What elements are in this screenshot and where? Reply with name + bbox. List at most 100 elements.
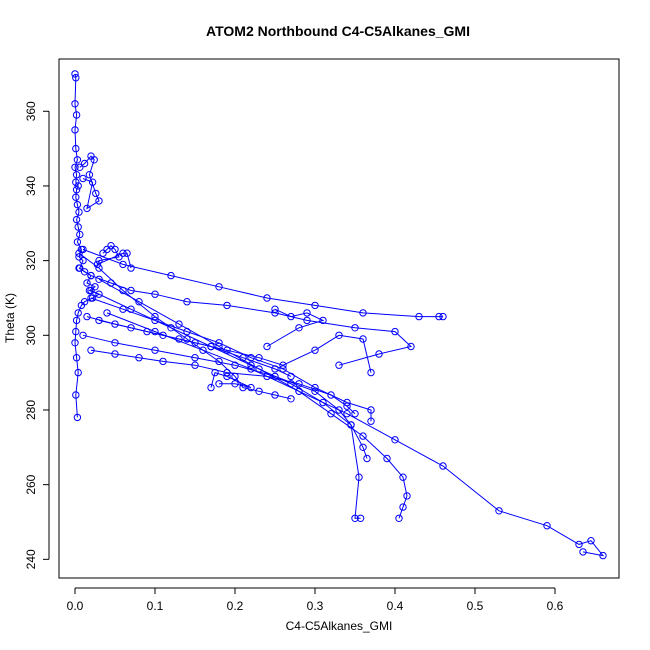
data-point — [88, 178, 97, 186]
data-point — [85, 171, 94, 179]
data-point — [151, 312, 159, 321]
data-point — [95, 256, 103, 265]
data-point — [355, 473, 363, 481]
data-point — [295, 380, 303, 388]
data-point — [279, 361, 287, 369]
data-point — [75, 208, 83, 216]
data-point — [73, 238, 82, 246]
data-point — [287, 395, 295, 403]
data-point — [375, 350, 383, 358]
data-point — [119, 260, 127, 269]
data-point — [247, 354, 255, 362]
data-point — [215, 339, 223, 347]
data-point — [223, 372, 231, 381]
data-point — [79, 256, 87, 265]
data-point — [76, 163, 84, 172]
data-point — [359, 335, 367, 343]
data-point — [95, 197, 103, 205]
data-point — [271, 309, 279, 317]
data-point — [79, 174, 87, 183]
data-point — [239, 354, 247, 362]
series-line-14 — [96, 245, 132, 269]
data-point — [83, 312, 91, 321]
data-point — [72, 316, 81, 325]
x-axis-label: C4-C5Alkanes_GMI — [286, 619, 393, 633]
data-point — [80, 159, 89, 168]
data-point — [151, 346, 159, 354]
data-point — [99, 249, 107, 257]
data-point — [327, 410, 335, 418]
data-point — [92, 189, 100, 198]
data-point — [295, 387, 303, 395]
data-point — [247, 383, 255, 392]
data-point — [223, 346, 231, 354]
data-point — [119, 286, 127, 295]
chart-title: ATOM2 Northbound C4-C5Alkanes_GMI — [206, 23, 470, 39]
y-tick-label: 300 — [24, 325, 38, 345]
data-point — [223, 368, 231, 377]
data-point — [119, 249, 127, 257]
data-point — [90, 156, 98, 164]
data-point — [87, 294, 95, 302]
data-point — [95, 290, 103, 298]
data-point — [72, 327, 80, 336]
data-point — [351, 324, 359, 332]
data-point — [72, 193, 80, 201]
data-point — [159, 357, 167, 366]
data-point — [335, 361, 343, 369]
x-tick-label: 0.4 — [387, 599, 404, 613]
x-tick-label: 0.2 — [227, 599, 244, 613]
data-point — [367, 406, 375, 414]
data-point — [231, 361, 239, 369]
series-line-10 — [78, 252, 292, 400]
data-point — [183, 335, 191, 343]
data-point — [435, 312, 443, 321]
data-point — [71, 339, 79, 347]
data-point — [123, 249, 131, 257]
data-point — [247, 361, 255, 369]
data-point — [119, 305, 127, 313]
data-point — [151, 327, 159, 336]
data-point — [399, 473, 407, 481]
data-point — [495, 507, 503, 515]
data-point — [73, 200, 82, 209]
data-point — [95, 264, 103, 272]
data-point — [335, 331, 343, 339]
data-point — [311, 387, 319, 395]
data-point — [351, 514, 359, 522]
data-point — [74, 309, 82, 317]
data-point — [391, 327, 399, 336]
data-point — [111, 350, 119, 358]
data-point — [263, 342, 271, 351]
y-tick-label: 240 — [24, 549, 38, 569]
data-point — [191, 354, 199, 362]
data-point — [127, 286, 135, 295]
data-point — [72, 186, 81, 194]
data-point — [311, 346, 319, 354]
data-point — [175, 320, 183, 328]
series-line-13 — [79, 155, 100, 210]
data-point — [151, 316, 159, 325]
series-line-11 — [90, 349, 356, 415]
series-line-5 — [90, 297, 372, 422]
data-point — [83, 204, 91, 213]
data-point — [74, 223, 82, 231]
x-tick-label: 0.6 — [547, 599, 564, 613]
data-point — [359, 432, 367, 440]
data-point — [215, 380, 223, 388]
data-point — [215, 342, 223, 351]
data-point — [383, 454, 391, 463]
data-point — [211, 368, 219, 377]
data-point — [347, 421, 355, 429]
data-point — [72, 111, 81, 119]
data-point — [71, 126, 79, 134]
series-line-8 — [98, 278, 408, 519]
data-point — [72, 391, 80, 399]
data-point — [127, 305, 135, 313]
data-point — [71, 163, 79, 172]
data-point — [71, 70, 79, 78]
data-point — [343, 402, 351, 410]
data-point — [191, 361, 199, 369]
data-point — [263, 372, 271, 381]
